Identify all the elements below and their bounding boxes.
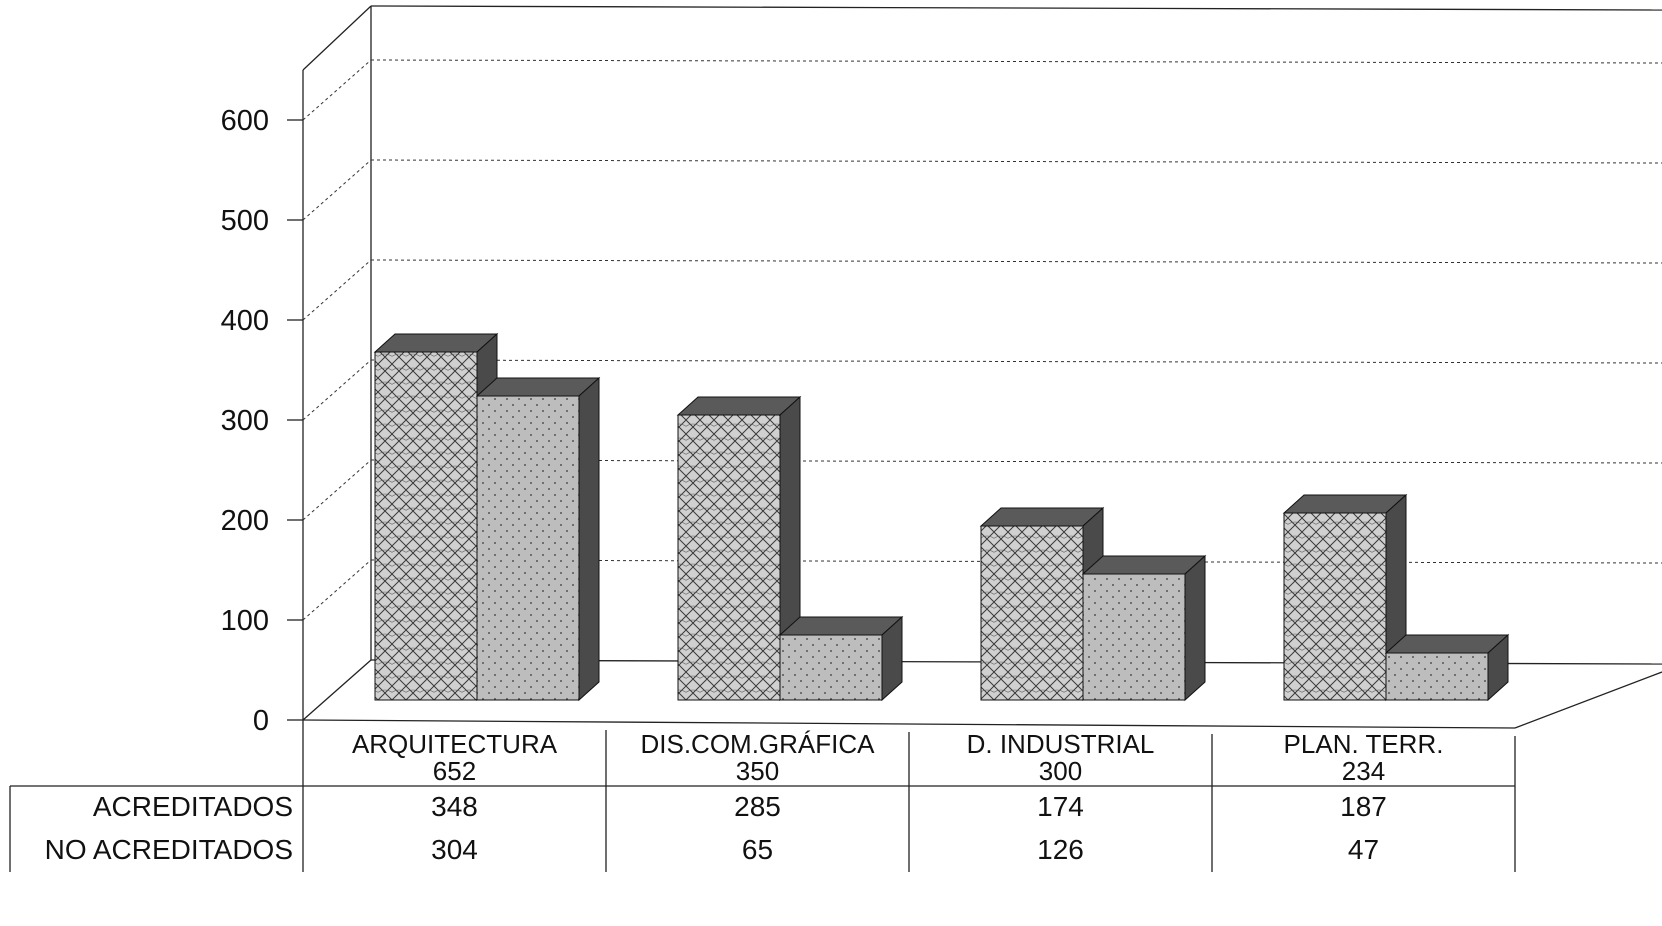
gridline-side [302,459,372,521]
category-total: 652 [433,756,476,786]
y-tick-label: 300 [221,405,269,437]
gridline-back [370,359,1662,364]
series-label: ACREDITADOS [93,791,293,822]
side-wall-top [302,5,372,71]
y-tick-label: 100 [221,605,269,637]
bar-no-acreditados [476,395,580,701]
table-cell: 348 [431,791,478,822]
category-label: ARQUITECTURA [352,729,558,759]
category-label: DIS.COM.GRÁFICA [640,729,875,759]
gridline-side [302,559,372,621]
bar-no-acreditados [779,634,883,701]
floor-left-edge [302,659,372,721]
bar-top-no-acreditados [1384,634,1510,654]
bar-top-no-acreditados [778,616,904,636]
bar-top-acreditados [373,333,499,353]
gridline-back [370,559,1662,564]
bars [373,332,1510,702]
table-cell: 304 [431,834,478,865]
gridline-side [302,159,372,221]
bar-acreditados [374,351,478,701]
y-tick-label: 200 [221,505,269,537]
bar-acreditados [980,525,1084,701]
category-label: PLAN. TERR. [1284,729,1444,759]
gridline-back [370,259,1662,264]
bar-top-no-acreditados [475,377,601,397]
table-cell: 285 [734,791,781,822]
gridline-side [302,359,372,421]
bar-top-no-acreditados [1081,555,1207,575]
category-total: 300 [1039,756,1082,786]
table-cell: 65 [742,834,773,865]
series-label: NO ACREDITADOS [45,834,293,865]
bar-acreditados [677,414,781,701]
back-wall-top [370,5,1662,11]
category-total: 234 [1342,756,1385,786]
bar-side-no-acreditados [1184,554,1206,702]
bar-top-acreditados [676,396,802,416]
table-cell: 47 [1348,834,1379,865]
table-cell: 187 [1340,791,1387,822]
floor-right-edge [1514,671,1662,729]
bar-top-acreditados [1282,494,1408,514]
gridline-side [302,59,372,121]
floor-front-edge [302,719,1516,729]
y-tick-label: 600 [221,105,269,137]
bar-no-acreditados [1082,573,1186,701]
gridline-back [370,59,1662,64]
gridline-back [370,159,1662,164]
y-tick-label: 500 [221,205,269,237]
category-total: 350 [736,756,779,786]
bar-acreditados [1283,512,1387,701]
gridline-back [370,459,1662,464]
axes: 0 100 200 300 400 500 600 [221,5,1662,737]
y-tick-label: 0 [253,705,269,737]
bar-top-acreditados [979,507,1105,527]
bar-side-no-acreditados [578,376,600,702]
table-cell: 126 [1037,834,1084,865]
table-cell: 174 [1037,791,1084,822]
gridline-side [302,259,372,321]
category-label: D. INDUSTRIAL [967,729,1155,759]
y-tick-label: 400 [221,305,269,337]
bar-no-acreditados [1385,652,1489,701]
